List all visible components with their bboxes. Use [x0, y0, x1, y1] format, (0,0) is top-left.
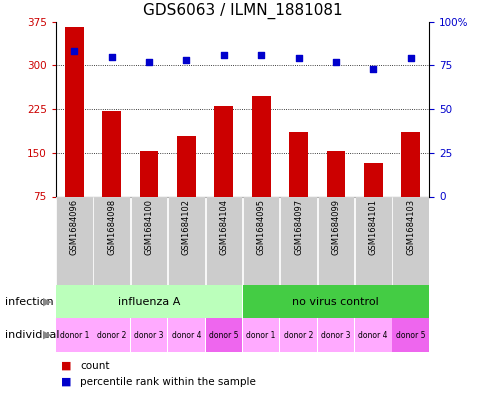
- Point: [406, 55, 413, 61]
- Text: GSM1684102: GSM1684102: [182, 199, 191, 255]
- Text: GSM1684097: GSM1684097: [293, 199, 302, 255]
- Point: [145, 59, 153, 65]
- Bar: [242, 318, 279, 352]
- Point: [369, 66, 377, 72]
- Bar: [205, 318, 242, 352]
- Text: no virus control: no virus control: [292, 297, 378, 307]
- Bar: [56, 285, 242, 318]
- Bar: [354, 196, 391, 285]
- Bar: [280, 196, 316, 285]
- Bar: [280, 318, 316, 352]
- Bar: [93, 318, 130, 352]
- Text: GSM1684099: GSM1684099: [331, 199, 340, 255]
- Text: individual: individual: [5, 330, 59, 340]
- Point: [257, 52, 265, 58]
- Bar: [93, 196, 130, 285]
- Bar: [251, 95, 270, 196]
- Bar: [177, 136, 196, 196]
- Text: donor 1: donor 1: [60, 331, 89, 340]
- Bar: [131, 318, 167, 352]
- Text: GSM1684103: GSM1684103: [405, 199, 414, 255]
- Bar: [102, 111, 121, 196]
- Text: ▶: ▶: [43, 297, 51, 307]
- Text: count: count: [80, 361, 109, 371]
- Bar: [400, 132, 419, 196]
- Bar: [317, 318, 353, 352]
- Text: infection: infection: [5, 297, 53, 307]
- Bar: [168, 318, 204, 352]
- Bar: [205, 196, 242, 285]
- Point: [219, 52, 227, 58]
- Bar: [214, 106, 233, 196]
- Bar: [392, 196, 428, 285]
- Text: GSM1684095: GSM1684095: [256, 199, 265, 255]
- Bar: [363, 163, 382, 196]
- Text: donor 5: donor 5: [209, 331, 238, 340]
- Bar: [168, 196, 204, 285]
- Bar: [242, 285, 428, 318]
- Text: ▶: ▶: [43, 330, 51, 340]
- Bar: [392, 318, 428, 352]
- Text: donor 3: donor 3: [320, 331, 350, 340]
- Bar: [326, 151, 345, 196]
- Bar: [131, 196, 167, 285]
- Text: donor 2: donor 2: [97, 331, 126, 340]
- Title: GDS6063 / ILMN_1881081: GDS6063 / ILMN_1881081: [142, 3, 342, 19]
- Text: GSM1684101: GSM1684101: [368, 199, 377, 255]
- Text: GSM1684100: GSM1684100: [144, 199, 153, 255]
- Text: ■: ■: [60, 377, 71, 387]
- Text: GSM1684098: GSM1684098: [107, 199, 116, 255]
- Text: donor 4: donor 4: [358, 331, 387, 340]
- Text: donor 3: donor 3: [134, 331, 164, 340]
- Text: ■: ■: [60, 361, 71, 371]
- Bar: [56, 196, 92, 285]
- Bar: [65, 28, 84, 196]
- Text: donor 1: donor 1: [246, 331, 275, 340]
- Text: GSM1684104: GSM1684104: [219, 199, 228, 255]
- Bar: [317, 196, 353, 285]
- Point: [107, 53, 115, 60]
- Text: donor 5: donor 5: [395, 331, 424, 340]
- Bar: [242, 196, 279, 285]
- Text: GSM1684096: GSM1684096: [70, 199, 79, 255]
- Point: [182, 57, 190, 63]
- Text: influenza A: influenza A: [118, 297, 180, 307]
- Text: donor 2: donor 2: [283, 331, 313, 340]
- Point: [294, 55, 302, 61]
- Point: [331, 59, 339, 65]
- Bar: [56, 318, 92, 352]
- Text: percentile rank within the sample: percentile rank within the sample: [80, 377, 256, 387]
- Text: donor 4: donor 4: [171, 331, 201, 340]
- Bar: [354, 318, 391, 352]
- Bar: [139, 151, 158, 196]
- Point: [71, 48, 78, 55]
- Bar: [288, 132, 307, 196]
